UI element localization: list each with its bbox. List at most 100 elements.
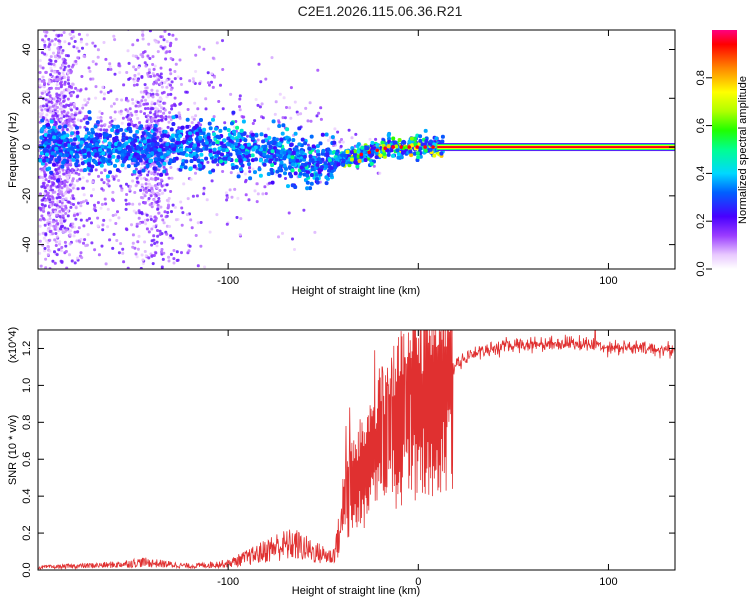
spectral-cell [215, 41, 219, 45]
spectral-cell [111, 154, 116, 159]
spectral-cell [293, 171, 298, 176]
spectral-cell [112, 177, 116, 181]
spectral-cell [162, 251, 166, 255]
spectral-cell [63, 76, 67, 79]
spectral-cell [79, 88, 83, 92]
spectral-cell [72, 184, 76, 188]
spectral-cell [66, 187, 70, 190]
spectral-cell [111, 197, 114, 201]
spectral-cell [234, 120, 238, 123]
spectral-cell [170, 143, 175, 148]
spectral-cell [386, 144, 391, 149]
spectral-cell [428, 147, 433, 152]
spectral-cell [58, 170, 61, 174]
spectral-cell [69, 94, 73, 98]
spectral-cell [250, 136, 255, 141]
snr-series-line [38, 330, 675, 570]
spectral-cell [440, 134, 445, 139]
spectral-cell [418, 146, 423, 151]
spectral-cell [324, 181, 329, 186]
spectral-cell [166, 150, 171, 155]
spectral-cell [169, 118, 173, 122]
spectral-cell [162, 90, 166, 94]
spectral-cell [127, 147, 132, 152]
spectral-cell [274, 157, 279, 162]
spectral-cell [59, 227, 62, 231]
spectral-cell [247, 145, 252, 150]
spectral-cell [285, 135, 289, 140]
spectral-cell [41, 66, 45, 70]
spectral-cell [151, 116, 155, 120]
spectral-cell [72, 234, 76, 238]
spectral-cell [78, 111, 82, 115]
spectral-cell [202, 192, 206, 196]
spectral-cell [52, 76, 56, 80]
spectral-cell [115, 158, 119, 163]
spectral-cell [136, 38, 140, 42]
spectral-cell [105, 177, 109, 181]
spectral-cell [235, 216, 239, 219]
spectral-cell [58, 240, 62, 244]
spectral-cell [61, 63, 65, 67]
spectral-cell [256, 138, 260, 142]
spectral-cell [247, 198, 251, 202]
spectral-cell [178, 167, 183, 172]
spectral-cell [280, 131, 285, 136]
spectrogram-x-label: Height of straight line (km) [292, 285, 420, 297]
spectral-cell [90, 151, 95, 156]
spectral-cell [434, 136, 439, 141]
spectral-cell [108, 62, 112, 66]
spectral-cell [258, 105, 262, 109]
spectral-cell [76, 256, 79, 260]
spectral-cell [152, 166, 157, 171]
spectral-cell [77, 201, 80, 205]
spectral-cell [64, 212, 68, 215]
spectral-cell [277, 235, 280, 239]
spectral-cell [84, 127, 89, 132]
spectral-cell [82, 224, 86, 228]
spectral-cell [222, 138, 227, 143]
spectral-cell [305, 173, 310, 178]
spectral-cell [151, 55, 155, 59]
spectral-cell [299, 165, 304, 170]
spectral-cell [124, 198, 128, 202]
spectral-cell [120, 152, 125, 157]
spectral-cell [339, 144, 343, 148]
spectral-cell [116, 155, 121, 159]
spectral-cell [135, 255, 139, 259]
spectral-cell [160, 118, 164, 122]
spectral-cell [146, 153, 151, 158]
spectral-cell [85, 179, 89, 183]
spectral-cell [270, 163, 275, 167]
spectral-cell [163, 101, 167, 105]
spectral-cell [135, 176, 139, 180]
spectral-cell [43, 204, 47, 208]
colorbar-tick-label: 0.0 [695, 261, 707, 276]
spectral-cell [168, 111, 172, 115]
spectrogram-frame [37, 29, 676, 270]
spectral-cell [117, 251, 121, 255]
spectral-cell [193, 143, 197, 148]
spectral-cell [169, 72, 173, 76]
spectral-cell [186, 197, 190, 201]
spectral-cell [45, 158, 50, 163]
spectral-cell [44, 266, 48, 269]
spectral-cell [153, 102, 157, 106]
spectral-cell [160, 184, 164, 188]
spectral-cell [145, 227, 149, 231]
spectral-cell [238, 158, 243, 163]
spectral-cell [156, 119, 160, 123]
spectral-cell [42, 149, 47, 153]
spectral-cell [39, 104, 43, 108]
spectral-cell [70, 30, 74, 34]
spectral-cell [368, 137, 372, 141]
spectral-cell [175, 250, 179, 254]
spectral-cell [41, 203, 45, 207]
spectral-cell [308, 101, 312, 105]
spectral-cell [307, 146, 312, 151]
spectral-cell [42, 236, 46, 240]
spectral-cell [88, 69, 92, 73]
spectral-cell [63, 192, 66, 196]
spectral-cell [83, 238, 87, 242]
spectral-cell [199, 221, 203, 224]
